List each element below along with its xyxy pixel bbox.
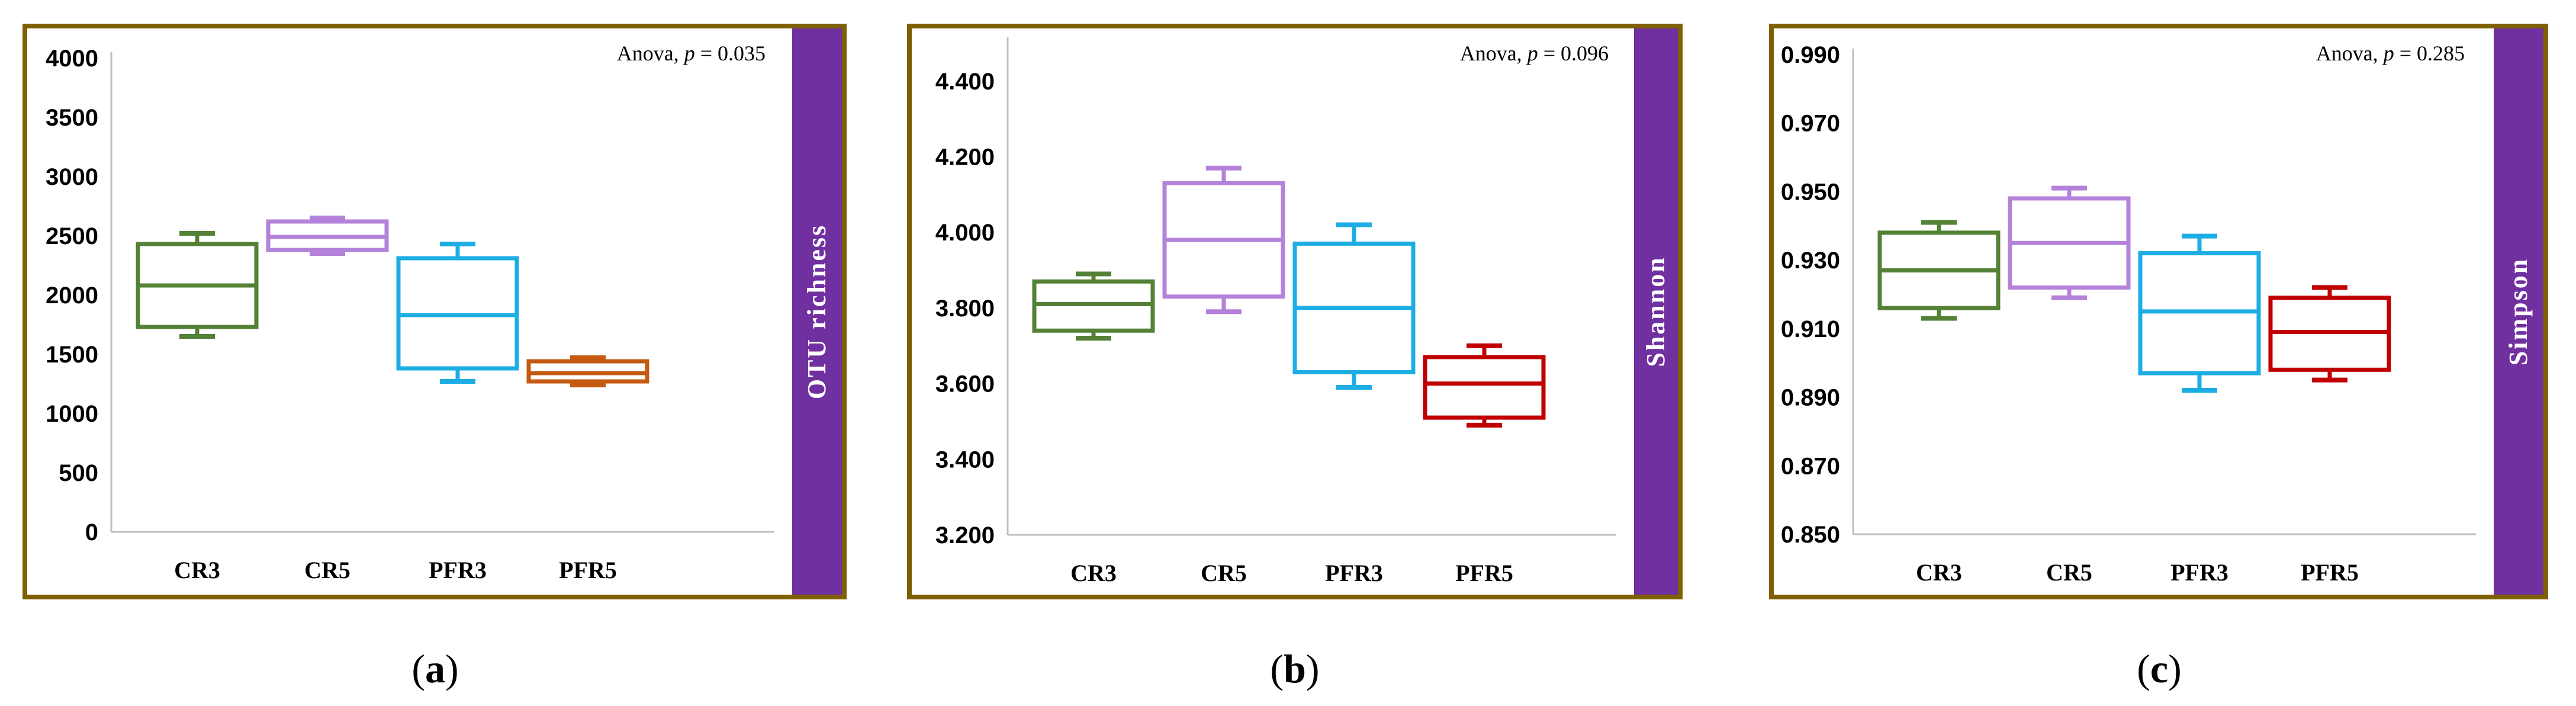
y-tick-label: 0 <box>85 519 98 545</box>
caption-a: (a) <box>411 646 459 691</box>
anova-prefix: Anova, <box>1460 41 1527 65</box>
anova-p: p <box>2382 41 2394 65</box>
x-tick-label: PFR3 <box>2170 559 2228 586</box>
anova-prefix: Anova, <box>617 41 684 65</box>
x-tick-label: PFR3 <box>1325 560 1383 586</box>
box-cr5 <box>266 216 389 256</box>
y-tick-label: 0.870 <box>1781 453 1840 479</box>
y-tick-label: 2000 <box>46 283 98 309</box>
anova-p: p <box>1526 41 1538 65</box>
caption-b-letter: b <box>1284 646 1306 691</box>
x-tick-label: PFR5 <box>1455 560 1513 586</box>
y-tick-label: 3.600 <box>935 371 995 397</box>
y-tick-label: 3.400 <box>935 447 995 473</box>
x-tick-label: CR5 <box>1201 560 1247 586</box>
box-cr5 <box>1162 165 1285 315</box>
y-tick-label: 0.890 <box>1781 385 1840 411</box>
box-pfr5 <box>2268 285 2391 383</box>
y-tick-label: 3000 <box>46 164 98 190</box>
anova-value: = 0.096 <box>1538 41 1609 65</box>
box-pfr5 <box>526 355 649 387</box>
y-tick-label: 0.950 <box>1781 179 1840 205</box>
box-cr3 <box>1032 271 1155 341</box>
chart-b: Shannon 3.200 3.400 3.600 3.800 4.000 4.200 4.4… <box>907 24 1683 599</box>
y-tick-label: 0.930 <box>1781 248 1840 274</box>
box-pfr5 <box>1423 343 1546 428</box>
anova-annotation: Anova, p = 0.096 <box>1460 41 1609 65</box>
ylabel-text: Shannon <box>1641 256 1670 367</box>
x-tick-label: CR3 <box>1070 560 1117 586</box>
caption-c: (c) <box>2137 646 2182 691</box>
y-tick-label: 0.990 <box>1781 42 1840 68</box>
ylabel-sidebar <box>1634 28 1678 595</box>
box-cr3 <box>136 231 259 339</box>
x-tick-label: PFR5 <box>559 557 617 583</box>
y-tick-label: 0.910 <box>1781 316 1840 342</box>
caption-c-letter: c <box>2150 646 2169 691</box>
ylabel-text: OTU richness <box>802 224 831 399</box>
caption-a-letter: a <box>425 646 445 691</box>
chart-c: Simpson 0.850 0.870 0.890 0.910 0.930 0.950 0.9… <box>1769 24 2548 599</box>
y-tick-label: 0.970 <box>1781 111 1840 137</box>
box-cr3 <box>1877 220 2001 321</box>
x-tick-label: PFR3 <box>429 557 487 583</box>
box-cr5 <box>2008 185 2131 300</box>
anova-p: p <box>683 41 695 65</box>
y-tick-label: 1000 <box>46 401 98 427</box>
y-tick-label: 4000 <box>46 46 98 72</box>
box-iqr <box>1423 355 1546 420</box>
chart-a: OTU richness 0 500 1000 1500 2000 2500 3000 3500… <box>22 24 847 599</box>
y-tick-label: 500 <box>59 460 98 486</box>
y-tick-label: 3.800 <box>935 296 995 322</box>
y-tick-label: 2500 <box>46 223 98 249</box>
box-pfr3 <box>396 242 519 384</box>
y-tick-label: 4.200 <box>935 145 995 171</box>
x-tick-label: CR3 <box>1916 559 1962 586</box>
y-tick-label: 1500 <box>46 342 98 368</box>
y-tick-label: 3.200 <box>935 522 995 548</box>
box-pfr3 <box>1292 222 1416 390</box>
x-tick-label: PFR5 <box>2301 559 2359 586</box>
ylabel-sidebar <box>2494 28 2543 595</box>
panel-c: Simpson 0.850 0.870 0.890 0.910 0.930 0.950 0.9… <box>1769 24 2548 599</box>
anova-annotation: Anova, p = 0.035 <box>617 41 766 65</box>
anova-value: = 0.035 <box>695 41 766 65</box>
y-tick-label: 4.400 <box>935 69 995 95</box>
ylabel-sidebar <box>792 28 842 595</box>
anova-annotation: Anova, p = 0.285 <box>2316 41 2465 65</box>
y-tick-label: 3500 <box>46 105 98 131</box>
anova-prefix: Anova, <box>2316 41 2384 65</box>
y-tick-label: 0.850 <box>1781 522 1840 548</box>
ylabel-text: Simpson <box>2504 258 2533 365</box>
panel-b: Shannon 3.200 3.400 3.600 3.800 4.000 4.200 4.4… <box>907 24 1683 599</box>
anova-value: = 0.285 <box>2394 41 2465 65</box>
y-tick-label: 4.000 <box>935 220 995 246</box>
box-pfr3 <box>2138 233 2261 393</box>
x-tick-label: CR5 <box>304 557 350 583</box>
caption-b: (b) <box>1270 646 1320 691</box>
x-tick-label: CR5 <box>2046 559 2092 586</box>
panel-a: OTU richness 0 500 1000 1500 2000 2500 3000 3500… <box>22 24 847 599</box>
x-tick-label: CR3 <box>174 557 220 583</box>
